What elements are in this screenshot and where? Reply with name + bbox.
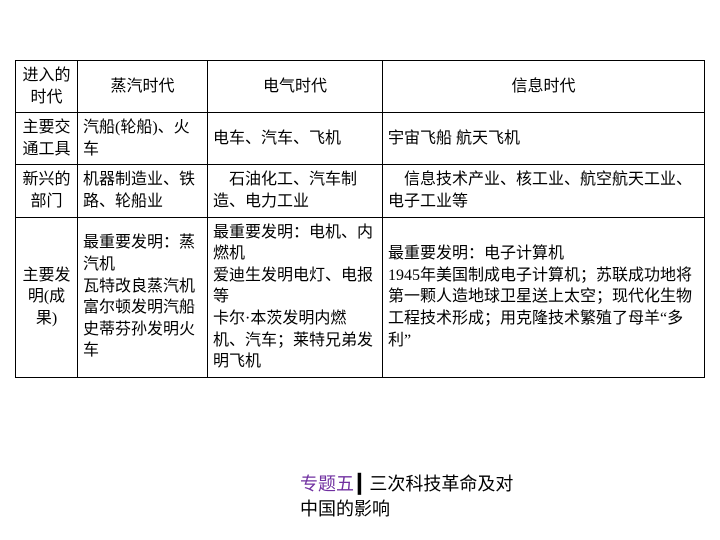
- comparison-table: 进入的时代 蒸汽时代 电气时代 信息时代 主要交通工具 汽船(轮船)、火车 电车…: [15, 60, 705, 378]
- table-row-sectors: 新兴的部门 机器制造业、铁路、轮船业 石油化工、汽车制造、电力工业 信息技术产业…: [16, 165, 705, 217]
- header-info: 信息时代: [383, 61, 705, 113]
- footer: 专题五┃ 三次科技革命及对 中国的影响: [300, 472, 513, 522]
- row-label-transport: 主要交通工具: [16, 113, 78, 165]
- row-label-sectors: 新兴的部门: [16, 165, 78, 217]
- cell-sectors-electric: 石油化工、汽车制造、电力工业: [208, 165, 383, 217]
- header-electric: 电气时代: [208, 61, 383, 113]
- table-row-transport: 主要交通工具 汽船(轮船)、火车 电车、汽车、飞机 宇宙飞船 航天飞机: [16, 113, 705, 165]
- cell-sectors-steam: 机器制造业、铁路、轮船业: [78, 165, 208, 217]
- cell-inventions-electric: 最重要发明：电机、内燃机爱迪生发明电灯、电报等卡尔·本茨发明内燃机、汽车；莱特兄…: [208, 217, 383, 377]
- topic-label: 专题五: [300, 474, 354, 494]
- table-row-inventions: 主要发明(成果) 最重要发明：蒸汽机瓦特改良蒸汽机富尔顿发明汽船史蒂芬孙发明火车…: [16, 217, 705, 377]
- cell-transport-electric: 电车、汽车、飞机: [208, 113, 383, 165]
- footer-text-1: 三次科技革命及对: [365, 474, 514, 494]
- cell-sectors-info: 信息技术产业、核工业、航空航天工业、电子工业等: [383, 165, 705, 217]
- cell-transport-steam: 汽船(轮船)、火车: [78, 113, 208, 165]
- cell-inventions-info: 最重要发明：电子计算机1945年美国制成电子计算机；苏联成功地将第一颗人造地球卫…: [383, 217, 705, 377]
- footer-line-2: 中国的影响: [300, 497, 513, 522]
- cell-transport-info: 宇宙飞船 航天飞机: [383, 113, 705, 165]
- cell-inventions-steam: 最重要发明：蒸汽机瓦特改良蒸汽机富尔顿发明汽船史蒂芬孙发明火车: [78, 217, 208, 377]
- header-steam: 蒸汽时代: [78, 61, 208, 113]
- table-header-row: 进入的时代 蒸汽时代 电气时代 信息时代: [16, 61, 705, 113]
- row-label-inventions: 主要发明(成果): [16, 217, 78, 377]
- divider-icon: ┃: [354, 474, 365, 494]
- footer-line-1: 专题五┃ 三次科技革命及对: [300, 472, 513, 497]
- header-era-label: 进入的时代: [16, 61, 78, 113]
